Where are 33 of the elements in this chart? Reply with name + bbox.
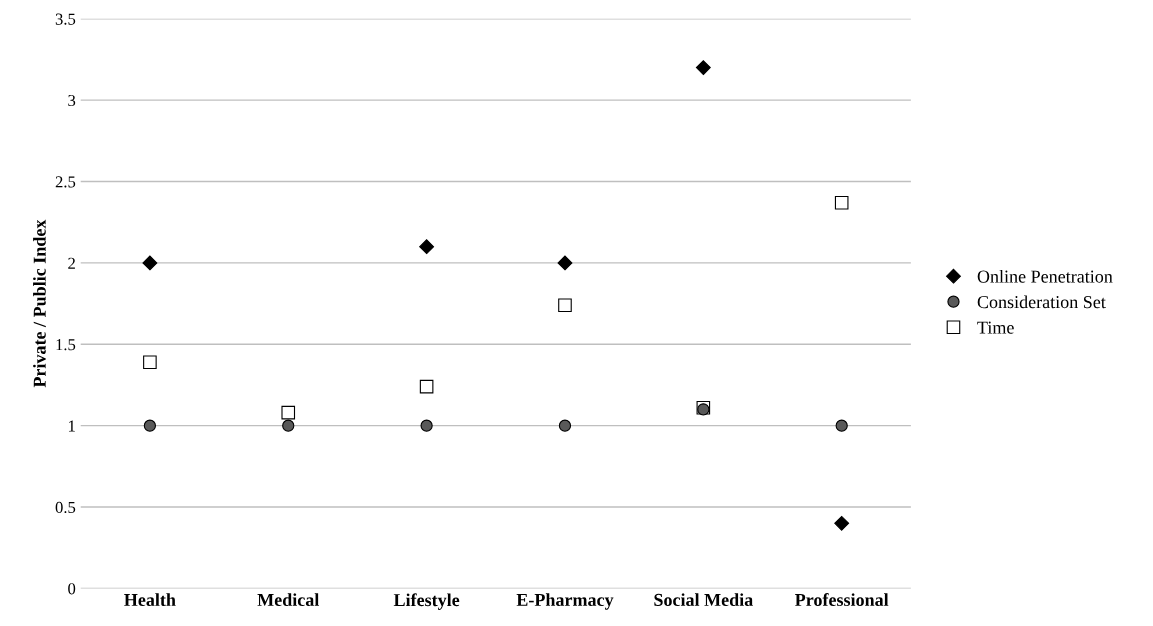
y-axis-title: Private / Public Index	[33, 219, 46, 388]
y-tick-label: 0	[68, 583, 76, 595]
point	[282, 419, 295, 432]
legend-label: Consideration Set	[977, 295, 1106, 309]
point	[143, 355, 157, 370]
y-tick-label: 2	[68, 257, 75, 269]
point	[143, 419, 157, 432]
x-tick-label: Health	[124, 593, 176, 607]
y-tick-label: 0.5	[55, 501, 76, 514]
y-tick-label: 1	[68, 420, 75, 432]
x-tick-label: Professional	[795, 593, 889, 607]
y-tick-label: 3.5	[55, 13, 76, 25]
point	[419, 379, 434, 394]
y-tick-label: 1.5	[56, 339, 76, 351]
point	[558, 419, 572, 432]
legend-label: Online Penetration	[977, 269, 1113, 283]
point	[419, 239, 435, 255]
y-tick-label: 3	[68, 94, 76, 107]
legend-label: Time	[977, 321, 1014, 334]
y-tick-label: 2.5	[55, 176, 76, 188]
point	[834, 515, 850, 531]
point	[142, 255, 158, 271]
point	[695, 60, 711, 76]
point	[420, 419, 433, 432]
point	[834, 195, 849, 210]
x-tick-label: E-Pharmacy	[516, 593, 614, 610]
x-tick-label: Lifestyle	[393, 593, 460, 610]
point	[281, 405, 296, 420]
x-tick-label: Medical	[257, 593, 320, 607]
x-tick-label: Social Media	[654, 593, 753, 607]
point	[835, 419, 848, 432]
point	[558, 298, 572, 313]
point	[557, 255, 573, 271]
